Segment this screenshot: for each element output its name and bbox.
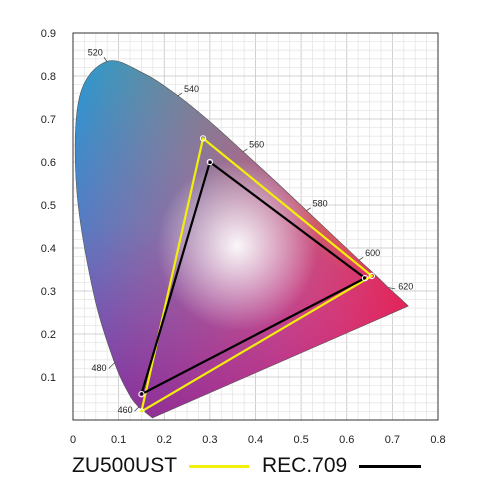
y-tick-label: 0.5 [41, 200, 56, 212]
y-axis-ticks: 0.1 0.2 0.3 0.4 0.5 0.6 0.7 0.8 0.9 [41, 28, 56, 384]
legend-swatch-zu500ust [189, 464, 250, 468]
vertex-rec709 [138, 391, 145, 398]
x-tick-label: 0.6 [339, 434, 354, 446]
triangle-zu500ust [140, 137, 373, 413]
spectral-locus [74, 60, 409, 419]
y-tick-label: 0.6 [41, 157, 56, 169]
y-tick-label: 0.3 [41, 286, 56, 298]
y-tick-label: 0.4 [41, 243, 56, 255]
x-tick-label: 0.4 [248, 434, 263, 446]
wavelength-label: 560 [249, 140, 264, 150]
wavelength-label: 580 [313, 199, 328, 209]
x-axis-ticks: 0 0.1 0.2 0.3 0.4 0.5 0.6 0.7 0.8 [70, 434, 446, 446]
gamut-triangles [138, 135, 375, 415]
vertex-zu500ust [138, 408, 145, 415]
vertex-rec709 [361, 274, 369, 282]
wavelength-label: 520 [88, 47, 103, 57]
vertex-rec709 [206, 158, 214, 166]
y-tick-label: 0.7 [41, 114, 56, 126]
y-tick-label: 0.8 [41, 71, 56, 83]
wavelength-tick [103, 56, 108, 62]
wavelength-label: 540 [184, 84, 199, 94]
legend-label-rec709: REC.709 [262, 454, 348, 477]
vertex-zu500ust [199, 135, 207, 142]
legend-swatch-rec709 [359, 464, 422, 468]
triangle-rec709 [140, 160, 367, 396]
vertex-zu500ust [368, 272, 375, 280]
y-tick-label: 0.1 [41, 372, 56, 384]
y-tick-label: 0.2 [41, 329, 56, 341]
legend: ZU500UST REC.709 [0, 452, 500, 492]
wavelength-tick [177, 92, 183, 97]
x-tick-label: 0.8 [430, 434, 445, 446]
wavelength-label: 460 [118, 405, 133, 415]
plot-frame [72, 32, 439, 421]
y-tick-label: 0.9 [41, 28, 56, 40]
wavelength-tick [242, 148, 248, 152]
legend-label-zu500ust: ZU500UST [72, 454, 178, 477]
wavelength-tick [306, 207, 311, 211]
x-tick-label: 0.5 [293, 434, 308, 446]
x-tick-label: 0.3 [202, 434, 217, 446]
wavelength-label: 620 [398, 282, 413, 292]
x-tick-label: 0.7 [385, 434, 400, 446]
wavelength-tick [388, 287, 396, 290]
wavelength-tick [108, 362, 115, 369]
wavelength-label: 600 [365, 248, 380, 258]
x-tick-label: 0 [70, 434, 76, 446]
wavelength-label: 480 [91, 363, 106, 373]
x-tick-label: 0.2 [157, 434, 172, 446]
legend-item-zu500ust: ZU500UST [72, 452, 250, 480]
x-tick-label: 0.1 [111, 434, 126, 446]
wavelength-labels: 520 540 560 580 600 620 480 460 [88, 47, 414, 415]
wavelength-tick [358, 256, 364, 261]
wavelength-tick [134, 406, 139, 412]
legend-item-rec709: REC.709 [262, 452, 422, 480]
